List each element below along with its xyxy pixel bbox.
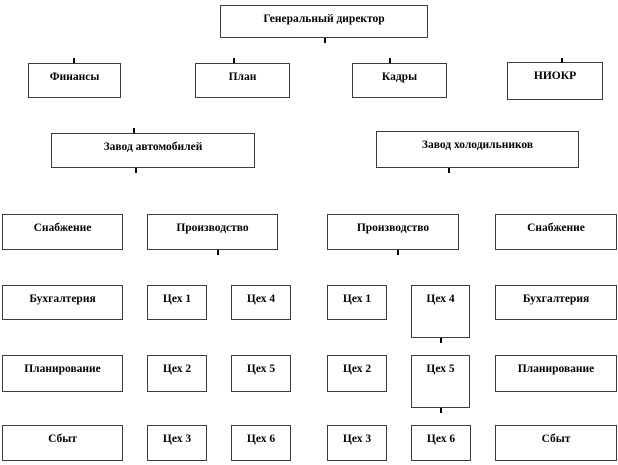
org-box-label: Цех 2 <box>342 363 372 375</box>
org-box-kadry: Кадры <box>352 63 447 98</box>
org-box-tseh-3-right: Цех 3 <box>327 425 387 461</box>
org-box-tseh-5-left: Цех 5 <box>231 355 291 392</box>
org-box-planirovanie-right: Планирование <box>495 355 617 392</box>
org-box-label: Снабжение <box>527 222 585 234</box>
org-box-tseh-5-right: Цех 5 <box>411 355 470 408</box>
org-box-label: Бухгалтерия <box>29 293 96 305</box>
org-box-label: НИОКР <box>533 70 577 82</box>
org-box-label: Цех 4 <box>246 293 276 305</box>
connector-stub <box>133 128 135 133</box>
org-box-proizvodstvo-right: Производство <box>327 214 459 250</box>
org-box-label: Сбыт <box>541 433 571 445</box>
org-box-label: Кадры <box>381 71 418 83</box>
org-box-tseh-3-left: Цех 3 <box>147 425 207 461</box>
org-box-tseh-4-left: Цех 4 <box>231 285 291 320</box>
org-box-label: Генеральный директор <box>263 13 385 25</box>
connector-stub <box>440 408 442 413</box>
org-box-label: Цех 3 <box>162 433 192 445</box>
org-box-general-director: Генеральный директор <box>220 5 428 38</box>
connector-stub <box>217 250 219 255</box>
org-box-tseh-2-right: Цех 2 <box>327 355 387 392</box>
org-box-label: План <box>228 71 257 83</box>
org-box-planirovanie-left: Планирование <box>2 355 123 392</box>
connector-stub <box>73 58 75 63</box>
org-box-label: Цех 4 <box>426 293 455 305</box>
org-box-tseh-4-right: Цех 4 <box>411 285 470 338</box>
org-box-label: Цех 2 <box>162 363 192 375</box>
org-box-label: Бухгалтерия <box>522 293 590 305</box>
org-box-label: Планирование <box>24 363 101 375</box>
org-box-tseh-1-right: Цех 1 <box>327 285 387 320</box>
org-box-snabzhenie-left: Снабжение <box>2 214 123 250</box>
org-box-label: Цех 3 <box>342 433 372 445</box>
connector-stub <box>389 58 391 63</box>
org-box-niokr: НИОКР <box>507 62 603 100</box>
connector-stub <box>233 58 235 63</box>
connector-stub <box>448 168 450 173</box>
org-box-label: Цех 6 <box>246 433 276 445</box>
org-box-sbyt-right: Сбыт <box>495 425 617 461</box>
org-box-label: Цех 5 <box>426 363 455 375</box>
connector-stub <box>397 250 399 255</box>
org-box-bukhgalteriya-right: Бухгалтерия <box>495 285 617 320</box>
org-box-tseh-6-right: Цех 6 <box>411 425 471 461</box>
org-box-plan: План <box>195 63 290 98</box>
org-box-zavod-avtomobiley: Завод автомобилей <box>51 133 255 168</box>
org-box-sbyt-left: Сбыт <box>2 425 123 461</box>
org-box-label: Производство <box>356 222 430 234</box>
org-box-label: Цех 6 <box>426 433 456 445</box>
org-box-label: Цех 5 <box>246 363 276 375</box>
org-box-label: Снабжение <box>33 222 92 234</box>
org-box-snabzhenie-right: Снабжение <box>495 214 617 250</box>
org-box-zavod-kholodilnikov: Завод холодильников <box>376 131 579 168</box>
connector-stub <box>135 168 137 173</box>
connector-stub <box>561 58 563 63</box>
connector-stub <box>440 338 442 343</box>
org-box-label: Завод холодильников <box>421 139 534 151</box>
org-box-label: Планирование <box>517 363 595 375</box>
org-box-label: Сбыт <box>48 433 77 445</box>
org-box-bukhgalteriya-left: Бухгалтерия <box>2 285 123 320</box>
connector-stub <box>324 38 326 43</box>
org-box-tseh-6-left: Цех 6 <box>231 425 291 461</box>
org-box-label: Завод автомобилей <box>103 141 203 153</box>
org-box-tseh-2-left: Цех 2 <box>147 355 207 392</box>
org-box-proizvodstvo-left: Производство <box>147 214 278 250</box>
org-box-label: Цех 1 <box>342 293 372 305</box>
org-box-label: Цех 1 <box>162 293 192 305</box>
org-box-tseh-1-left: Цех 1 <box>147 285 207 320</box>
org-box-finansy: Финансы <box>28 63 121 98</box>
org-box-label: Производство <box>176 222 249 234</box>
org-box-label: Финансы <box>49 71 100 83</box>
